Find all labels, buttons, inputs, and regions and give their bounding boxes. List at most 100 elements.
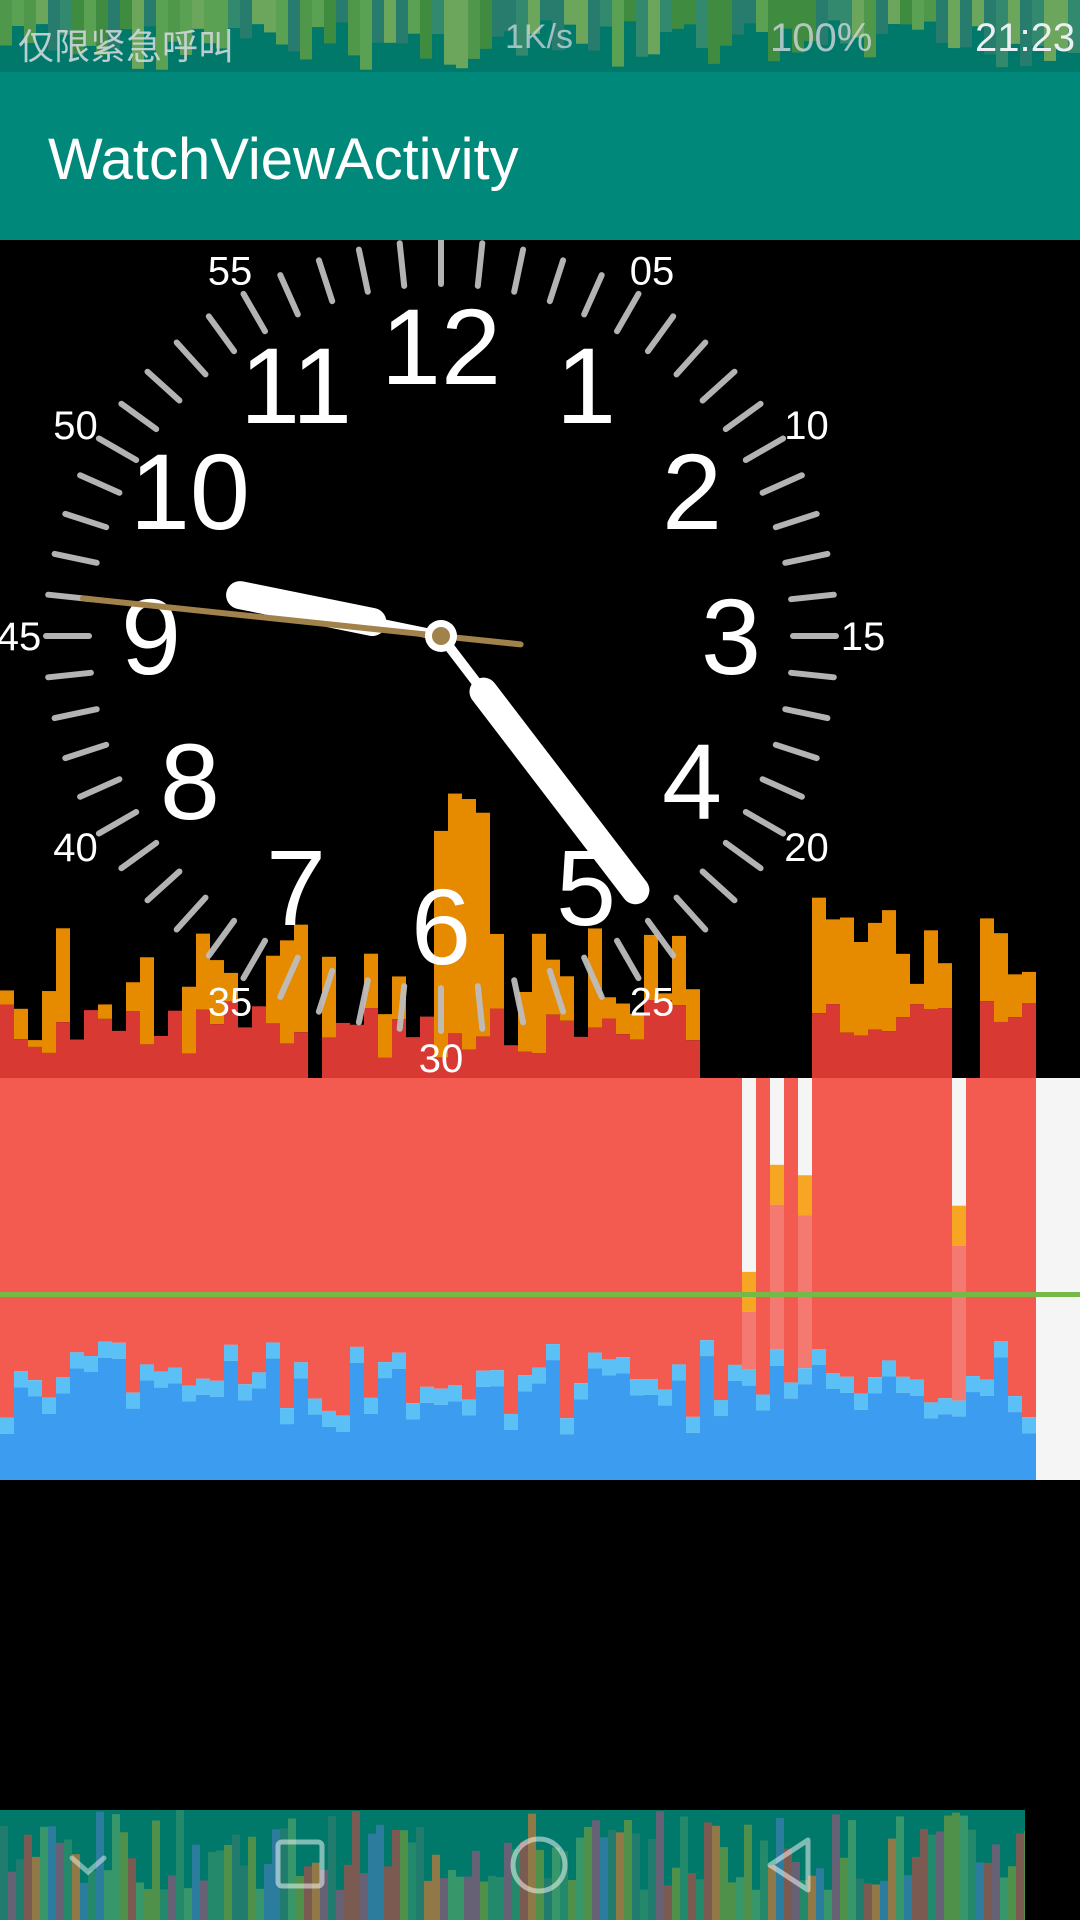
- profile-bar-salmon: [770, 1204, 784, 1350]
- status-noise-bar: [612, 0, 624, 67]
- minute-tick: [581, 272, 605, 318]
- profile-bar-orange: [196, 933, 210, 1010]
- status-noise-bar: [948, 0, 960, 49]
- profile-bar-orange: [840, 917, 854, 1033]
- status-noise-bar: [384, 0, 396, 43]
- profile-bar-salmon: [784, 1078, 798, 1383]
- nav-noise-bar: [464, 1876, 472, 1920]
- profile-bar-lightblue: [756, 1394, 770, 1411]
- nav-noise-bar: [112, 1814, 120, 1920]
- profile-bar-salmon: [462, 1078, 476, 1400]
- profile-bar-salmon: [504, 1078, 518, 1414]
- nav-noise-bar: [752, 1889, 760, 1920]
- profile-bar-blue: [882, 1376, 896, 1480]
- hour-number: 3: [701, 576, 761, 697]
- minute-tick: [396, 240, 408, 289]
- profile-bar-orange: [616, 1003, 630, 1035]
- minute-label: 20: [784, 826, 829, 870]
- profile-bar-salmon: [70, 1078, 84, 1353]
- profile-bar-salmon: [112, 1078, 126, 1343]
- status-noise-bar: [864, 0, 876, 58]
- page-title: WatchViewActivity: [48, 127, 519, 192]
- profile-bar-red: [266, 1023, 280, 1078]
- nav-noise-bar: [152, 1820, 160, 1920]
- profile-bar-blue: [714, 1416, 728, 1480]
- profile-bar-red: [980, 1001, 994, 1078]
- minute-tick: [173, 894, 209, 933]
- profile-bar-salmon: [42, 1078, 56, 1398]
- profile-bar-red: [28, 1046, 42, 1078]
- profile-bar-blue: [252, 1388, 266, 1480]
- profile-bar-salmon: [448, 1078, 462, 1386]
- profile-bar-blue: [980, 1395, 994, 1480]
- status-noise-bar: [540, 0, 552, 21]
- nav-noise-bar: [0, 1826, 8, 1920]
- profile-bar-lightblue: [700, 1340, 714, 1357]
- status-noise-bar: [960, 0, 972, 48]
- profile-bar-lightblue: [896, 1376, 910, 1393]
- minute-label: 35: [208, 981, 253, 1025]
- profile-bar-lightblue: [462, 1399, 476, 1416]
- profile-bar-salmon: [840, 1078, 854, 1377]
- status-noise-bar: [96, 0, 108, 55]
- profile-bar-red: [84, 1010, 98, 1078]
- nav-noise-bar: [744, 1824, 752, 1920]
- nav-noise-bar: [848, 1820, 856, 1920]
- hour-number: 6: [411, 866, 471, 987]
- profile-bar-orange: [630, 1013, 644, 1040]
- profile-bar-blue: [56, 1393, 70, 1480]
- status-noise-bar: [840, 0, 852, 44]
- status-noise-bar: [912, 0, 924, 30]
- nav-noise-bar: [624, 1820, 632, 1920]
- minute-label: 15: [841, 615, 886, 659]
- profile-bar-red: [70, 1039, 84, 1078]
- minute-tick: [144, 868, 183, 904]
- nav-noise-bar: [256, 1888, 264, 1920]
- status-noise-bar: [816, 0, 828, 45]
- profile-bar-orange: [854, 941, 868, 1036]
- profile-bar-red: [630, 1039, 644, 1078]
- status-noise-bar: [1044, 0, 1056, 61]
- status-noise-bar: [456, 0, 468, 69]
- status-noise-bar: [24, 0, 36, 44]
- status-noise-bar: [732, 0, 744, 35]
- profile-bar-lightblue: [14, 1371, 28, 1388]
- profile-bar-blue: [294, 1378, 308, 1480]
- profile-bar-lightblue: [476, 1370, 490, 1387]
- minute-tick: [759, 776, 805, 800]
- profile-bar-orange: [294, 924, 308, 1033]
- status-noise-bar: [480, 0, 492, 49]
- profile-bar-lightblue: [266, 1342, 280, 1359]
- status-bar-noise: [0, 0, 1080, 70]
- status-noise-bar: [264, 0, 276, 33]
- nav-noise-bar: [488, 1875, 496, 1920]
- profile-bar-lightblue: [854, 1393, 868, 1410]
- status-noise-bar: [516, 0, 528, 56]
- profile-bar-lightblue: [392, 1352, 406, 1369]
- profile-bar-orange: [448, 793, 462, 1034]
- analog-watch[interactable]: 600510152025303540455055121234567891011: [0, 240, 1080, 1810]
- profile-bar-salmon: [98, 1078, 112, 1342]
- profile-bar-lightblue: [994, 1341, 1008, 1358]
- profile-bar-blue: [196, 1394, 210, 1480]
- profile-bar-salmon: [182, 1078, 196, 1386]
- profile-bar-salmon: [616, 1078, 630, 1358]
- nav-noise-bar: [544, 1878, 552, 1920]
- hour-number: 12: [381, 286, 501, 407]
- nav-noise-bar: [368, 1833, 376, 1920]
- status-noise-bar: [780, 0, 792, 29]
- nav-noise-bar: [1016, 1833, 1024, 1920]
- nav-noise-bar: [360, 1873, 368, 1920]
- profile-bar-salmon: [812, 1078, 826, 1350]
- nav-noise-bar: [824, 1889, 832, 1920]
- profile-bar-lightblue: [966, 1376, 980, 1393]
- profile-bar-salmon: [392, 1078, 406, 1353]
- profile-bar-red: [182, 1053, 196, 1078]
- profile-bar-salmon: [28, 1078, 42, 1381]
- profile-bar-lightblue: [952, 1400, 966, 1417]
- profile-bar-lightblue: [322, 1410, 336, 1427]
- nav-noise-bar: [880, 1880, 888, 1920]
- minute-tick: [644, 313, 677, 355]
- profile-bar-orange: [672, 935, 686, 1006]
- profile-bar-red: [490, 1008, 504, 1078]
